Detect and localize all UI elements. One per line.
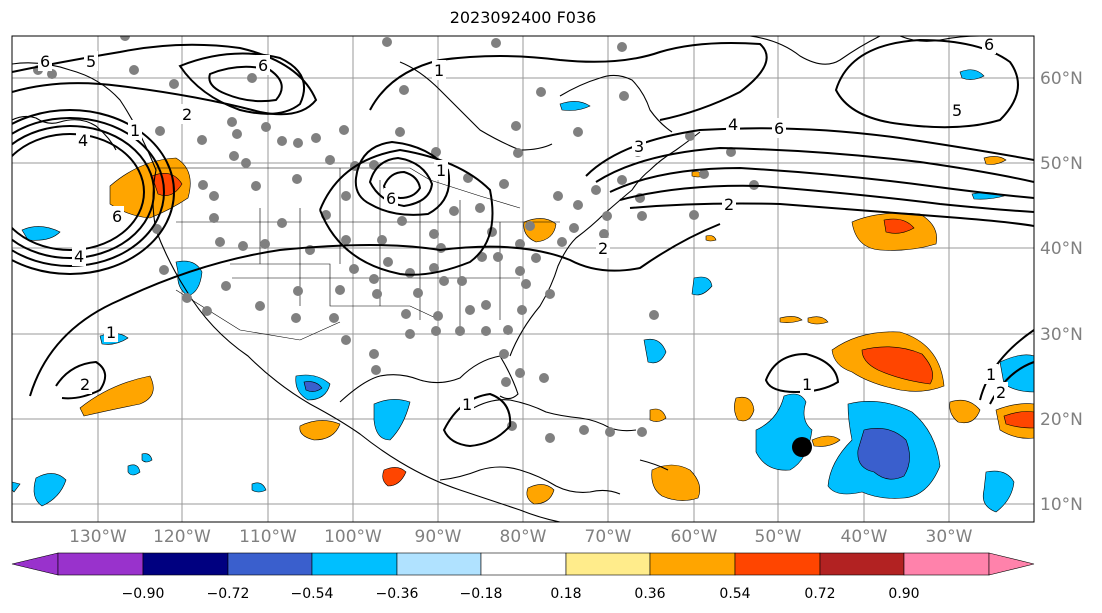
colorbar-segment	[649, 552, 736, 576]
svg-text:1: 1	[462, 395, 472, 414]
station-points	[33, 36, 759, 443]
map-frame	[11, 35, 1035, 523]
colorbar-segment	[396, 552, 482, 576]
svg-text:120°W: 120°W	[153, 527, 211, 547]
svg-text:0.90: 0.90	[888, 586, 919, 602]
negative-anomaly-regions	[12, 69, 1034, 513]
svg-text:30°W: 30°W	[926, 527, 973, 547]
svg-text:−0.54: −0.54	[291, 586, 334, 602]
colorbar-over-triangle	[988, 552, 1035, 576]
svg-text:−0.18: −0.18	[460, 586, 503, 602]
colorbar-segment	[311, 552, 398, 576]
svg-text:40°N: 40°N	[1040, 239, 1083, 259]
svg-text:100°W: 100°W	[324, 527, 382, 547]
contour-labels: 6 5 6 1 2 6 3 4 6 5 6 1 2 1 4 4 6 1 1 2 …	[38, 35, 1008, 414]
colorbar-segment	[480, 552, 567, 576]
svg-text:90°W: 90°W	[415, 527, 462, 547]
svg-text:1: 1	[802, 375, 812, 394]
svg-text:10°N: 10°N	[1040, 495, 1083, 515]
svg-text:0.36: 0.36	[634, 586, 665, 602]
svg-text:130°W: 130°W	[69, 527, 127, 547]
colorbar-segment	[734, 552, 821, 576]
longitude-labels: 130°W 120°W 110°W 100°W 90°W 80°W 70°W 6…	[69, 527, 973, 547]
svg-text:80°W: 80°W	[500, 527, 547, 547]
svg-text:1: 1	[130, 121, 140, 140]
positive-anomaly-regions	[79, 156, 1034, 505]
svg-text:5: 5	[86, 52, 96, 71]
svg-text:0.54: 0.54	[719, 586, 750, 602]
svg-text:6: 6	[258, 56, 268, 75]
svg-text:−0.72: −0.72	[207, 586, 250, 602]
svg-text:30°N: 30°N	[1040, 325, 1083, 345]
svg-text:4: 4	[728, 115, 738, 134]
svg-text:20°N: 20°N	[1040, 410, 1083, 430]
svg-text:2: 2	[996, 383, 1006, 402]
contour-lines	[12, 38, 1034, 448]
svg-text:50°W: 50°W	[755, 527, 802, 547]
map-title: 2023092400 F036	[449, 8, 597, 27]
colorbar-segment	[819, 552, 905, 576]
colorbar-segment	[903, 552, 990, 576]
svg-text:6: 6	[40, 52, 50, 71]
svg-text:2: 2	[80, 375, 90, 394]
colorbar-tick-labels: −0.90 −0.72 −0.54 −0.36 −0.18 0.18 0.36 …	[122, 586, 920, 602]
svg-text:−0.90: −0.90	[122, 586, 165, 602]
svg-text:2: 2	[182, 105, 192, 124]
svg-text:60°N: 60°N	[1040, 69, 1083, 89]
colorbar-segment	[142, 552, 229, 576]
svg-text:50°N: 50°N	[1040, 154, 1083, 174]
svg-text:40°W: 40°W	[841, 527, 888, 547]
svg-text:4: 4	[74, 247, 84, 266]
svg-text:0.18: 0.18	[550, 586, 581, 602]
svg-text:1: 1	[434, 61, 444, 80]
svg-text:70°W: 70°W	[585, 527, 632, 547]
svg-text:4: 4	[78, 131, 88, 150]
svg-text:2: 2	[724, 195, 734, 214]
colorbar-segment	[57, 552, 144, 576]
colorbar-segment	[227, 552, 313, 576]
svg-text:5: 5	[952, 101, 962, 120]
svg-text:1: 1	[986, 365, 996, 384]
svg-text:6: 6	[984, 35, 994, 54]
svg-text:110°W: 110°W	[239, 527, 297, 547]
colorbar-under-triangle	[11, 552, 59, 576]
svg-text:1: 1	[106, 323, 116, 342]
svg-text:6: 6	[112, 207, 122, 226]
svg-text:−0.36: −0.36	[376, 586, 419, 602]
storm-center-marker	[792, 437, 812, 457]
svg-text:6: 6	[386, 189, 396, 208]
svg-text:6: 6	[774, 119, 784, 138]
latitude-labels: 60°N 50°N 40°N 30°N 20°N 10°N	[1040, 69, 1083, 515]
svg-text:1: 1	[436, 161, 446, 180]
colorbar-segment	[565, 552, 651, 576]
colorbar	[11, 552, 1035, 576]
svg-text:3: 3	[634, 137, 644, 156]
svg-text:60°W: 60°W	[671, 527, 718, 547]
svg-text:0.72: 0.72	[804, 586, 835, 602]
svg-text:2: 2	[598, 239, 608, 258]
